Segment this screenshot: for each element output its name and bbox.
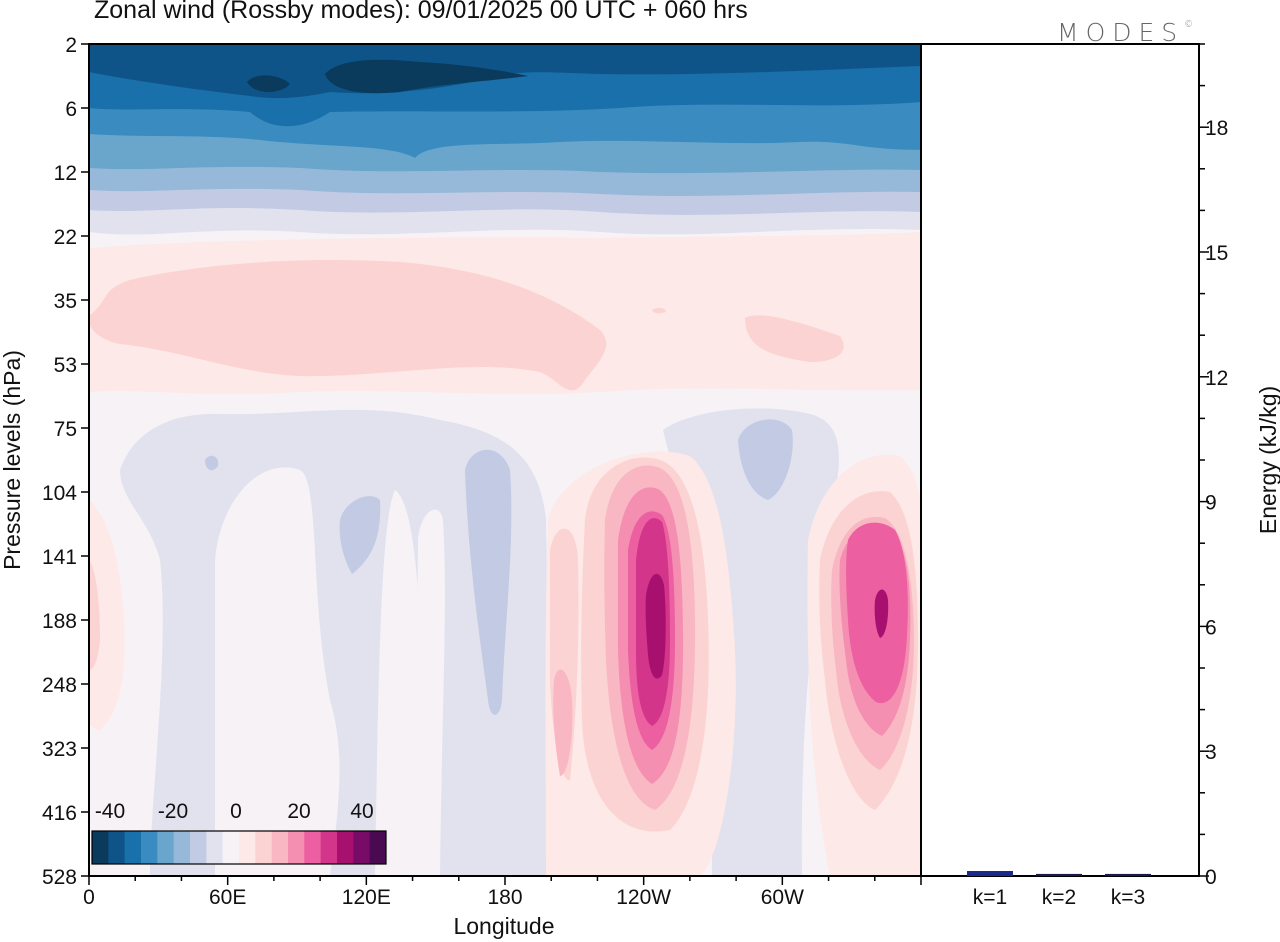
y-tick-label: 6 [65,98,77,121]
y-tick-label: 12 [54,162,77,185]
y-tick-label: 35 [54,290,77,313]
energy-bar-label: k=3 [1111,886,1145,909]
y-axis-ticks: 2 6 12 22 35 53 75 104 141 188 248 323 416 528 [42,34,89,889]
energy-bar-k3 [1105,873,1151,876]
y-tick-label: 104 [42,482,77,505]
energy-bar-label: k=1 [973,886,1007,909]
y-tick-label: 248 [42,674,77,697]
y-tick-label: 2 [65,34,77,57]
colorbar-swatch [369,831,387,864]
y-tick-label: 323 [42,738,77,761]
colorbar-swatch [173,831,191,864]
y-tick-label: 528 [42,866,77,889]
y-tick-label: 141 [42,546,77,569]
colorbar-border [91,830,387,865]
x-tick-label: 180 [487,886,522,909]
colorbar-swatch [141,831,158,864]
y-tick-label: 188 [42,610,77,633]
energy-axis-title: Energy (kJ/kg) [1255,386,1280,534]
x-axis-title: Longitude [453,913,554,939]
colorbar-swatch [124,831,142,864]
colorbar-tick-label: 40 [350,800,373,823]
energy-tick-label: 18 [1205,117,1228,140]
colorbar-swatch [190,831,207,864]
y-tick-label: 22 [54,226,77,249]
energy-tick-label: 0 [1205,866,1217,889]
x-tick-label: 60E [209,886,246,909]
colorbar-swatch [206,831,224,864]
colorbar [91,830,387,865]
colorbar-tick-label: -40 [95,800,125,823]
y-tick-label: 75 [54,418,77,441]
colorbar-swatch [222,831,240,864]
energy-tick-label: 12 [1205,367,1228,390]
x-axis-ticks: 0 60E 120E 180 120W 60W [83,876,922,909]
x-tick-label: 120W [616,886,671,909]
energy-tick-label: 3 [1205,741,1217,764]
colorbar-tick-label: 0 [230,800,242,823]
colorbar-swatch [92,831,109,864]
colorbar-swatch [304,831,322,864]
energy-bars: k=1 k=2 k=3 [967,871,1151,909]
logo-text: MODES [1057,18,1185,47]
y-axis-title: Pressure levels (hPa) [0,350,25,570]
energy-frame [920,43,1200,877]
colorbar-swatch [320,831,338,864]
energy-bar-k1 [967,871,1013,876]
x-tick-label: 0 [83,886,95,909]
colorbar-swatch [288,831,305,864]
y-tick-label: 416 [42,802,77,825]
colorbar-swatch [108,831,126,864]
logo-mark: © [1184,20,1194,30]
colorbar-swatch [337,831,354,864]
x-tick-label: 120E [342,886,391,909]
colorbar-swatch [239,831,256,864]
y-tick-label: 53 [54,354,77,377]
energy-bar-label: k=2 [1042,886,1076,909]
chart-title: Zonal wind (Rossby modes): 09/01/2025 00… [94,0,748,24]
energy-tick-label: 15 [1205,242,1228,265]
colorbar-tick-label: 20 [287,800,310,823]
contour-field [89,44,921,876]
colorbar-tick-label: -20 [158,800,188,823]
colorbar-swatch [353,831,371,864]
energy-tick-label: 6 [1205,616,1217,639]
colorbar-swatch [271,831,289,864]
energy-tick-label: 9 [1205,492,1217,515]
energy-axis-ticks: 0 3 6 9 12 15 18 [1199,43,1228,889]
modes-logo: MODES© [1057,18,1193,47]
colorbar-swatch [157,831,175,864]
energy-bar-k2 [1036,873,1082,876]
colorbar-swatch [255,831,273,864]
colorbar-labels: -40 -20 0 20 40 [95,800,374,823]
x-tick-label: 60W [761,886,804,909]
